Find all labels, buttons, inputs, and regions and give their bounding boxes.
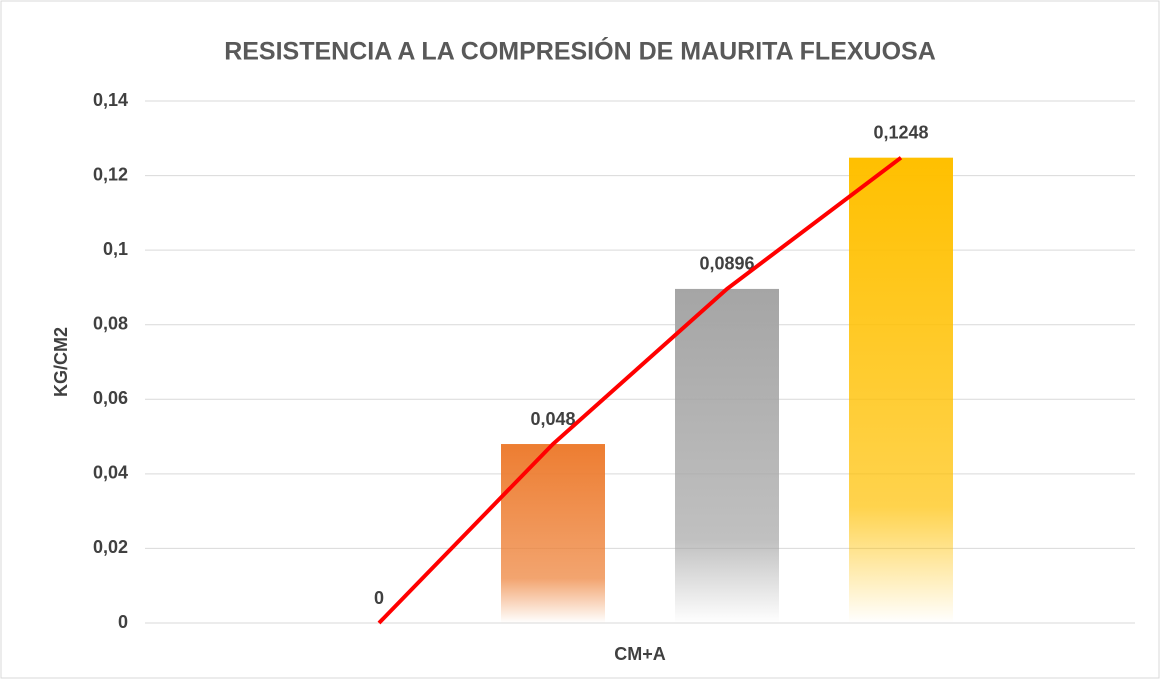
y-axis-label: KG/CM2 [51,327,71,397]
y-tick-label: 0,1 [103,239,128,259]
chart-title: RESISTENCIA A LA COMPRESIÓN DE MAURITA F… [224,36,936,66]
y-tick-label: 0,02 [93,537,128,557]
y-tick-label: 0,08 [93,313,128,333]
data-label: 0,048 [530,409,575,429]
y-tick-label: 0,12 [93,164,128,184]
bar [501,444,605,623]
y-tick-label: 0 [118,612,128,632]
trend-line [377,156,903,625]
y-tick-label: 0,14 [93,90,128,110]
bar [675,288,779,623]
x-tick-label: CM+A [614,644,666,664]
data-label: 0,1248 [873,122,928,142]
bar [849,157,953,623]
data-label: 0,0896 [699,254,754,274]
y-tick-label: 0,04 [93,463,128,483]
y-tick-label: 0,06 [93,388,128,408]
data-label: 0 [374,588,384,608]
